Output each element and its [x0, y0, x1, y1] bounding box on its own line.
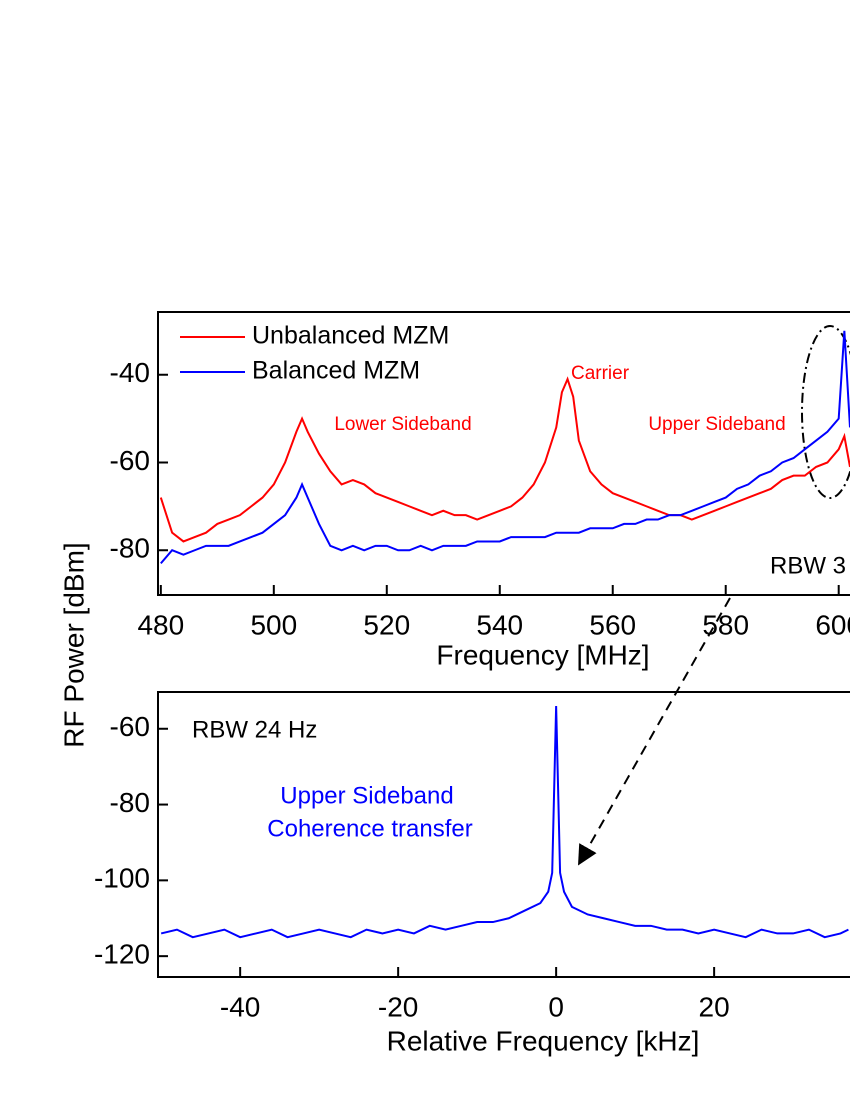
- annotation: Lower Sideband: [334, 414, 471, 435]
- x-axis-label: Relative Frequency [kHz]: [387, 1025, 700, 1056]
- x-tick-label: 600: [815, 609, 850, 640]
- plot-frame: [157, 691, 850, 978]
- x-tick-label: 560: [589, 609, 636, 640]
- x-tick-label: 480: [137, 609, 184, 640]
- data-line: [160, 705, 849, 939]
- y-tick-label: -60: [110, 445, 150, 476]
- x-tick-label: 500: [250, 609, 297, 640]
- x-tick-label: -40: [220, 991, 260, 1022]
- x-tick-label: 20: [699, 991, 730, 1022]
- highlight-ellipse: [801, 325, 850, 499]
- annotation: RBW 3: [770, 552, 846, 579]
- annotation: RBW 24 Hz: [192, 716, 317, 743]
- data-line: [159, 376, 850, 543]
- annotation: Upper Sideband: [280, 782, 453, 809]
- y-tick-label: -60: [110, 711, 150, 742]
- plot-frame: [157, 311, 850, 596]
- x-tick-label: -20: [378, 991, 418, 1022]
- data-line: [160, 330, 850, 565]
- y-tick-label: -80: [110, 787, 150, 818]
- legend-label: Balanced MZM: [252, 357, 420, 385]
- annotation: Carrier: [571, 363, 630, 384]
- annotation: Coherence transfer: [267, 815, 472, 842]
- y-tick-label: -100: [94, 863, 150, 894]
- x-tick-label: 540: [476, 609, 523, 640]
- x-tick-label: 580: [702, 609, 749, 640]
- y-tick-label: -120: [94, 939, 150, 970]
- x-tick-label: 0: [548, 991, 564, 1022]
- y-axis-label: RF Power [dBm]: [58, 542, 89, 747]
- y-tick-label: -40: [110, 357, 150, 388]
- x-tick-label: 520: [363, 609, 410, 640]
- legend-label: Unbalanced MZM: [252, 322, 449, 350]
- y-tick-label: -80: [110, 533, 150, 564]
- x-axis-label: Frequency [MHz]: [436, 639, 649, 670]
- annotation: Upper Sideband: [648, 414, 785, 435]
